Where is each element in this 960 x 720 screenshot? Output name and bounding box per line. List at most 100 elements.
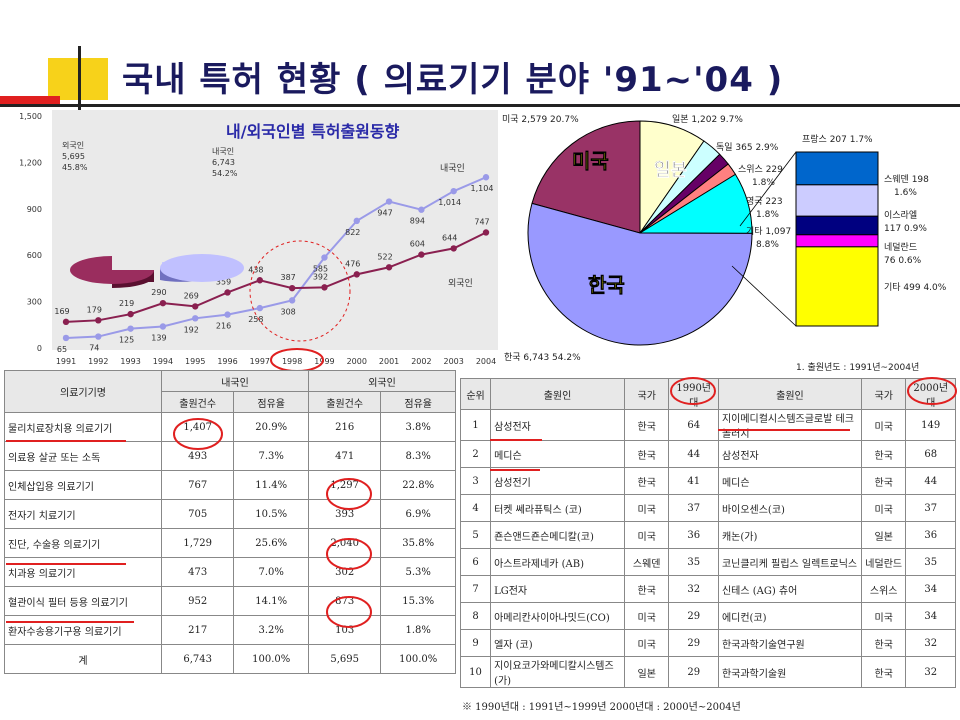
- bar-label-france: 프랑스 207 1.7%: [802, 133, 873, 145]
- data-label: 219: [119, 299, 134, 308]
- cell-f-share: 8.3%: [380, 441, 456, 471]
- table-row: 5 죤슨앤드죤슨메디칼(코) 미국 36 캐논(가) 일본 36: [459, 521, 956, 549]
- cell-d-share: 11.4%: [233, 470, 309, 500]
- mini-pie-foreign-pct: 45.8%: [62, 163, 88, 172]
- pie-big-korea: 한국: [588, 273, 625, 297]
- highlight-1998: [270, 348, 324, 370]
- data-point: [159, 299, 167, 307]
- cell-f-share: 5.3%: [380, 557, 456, 587]
- cell-n1: 35: [668, 548, 719, 576]
- cell-c2: 미국: [860, 494, 907, 522]
- th-applicant-1990: 출원인: [490, 378, 625, 410]
- th-applicant-2000: 출원인: [717, 378, 862, 410]
- data-label: 169: [54, 307, 69, 316]
- data-point: [62, 318, 70, 326]
- cell-name: 치과용 의료기기: [4, 557, 162, 587]
- cell-f-count: 873: [307, 586, 382, 616]
- data-label: 359: [216, 277, 231, 286]
- bar-segment: [795, 184, 879, 217]
- cell-rank: 7: [459, 575, 492, 603]
- cell-d-count: 1,407: [160, 412, 235, 442]
- cell-a2: 에디컨(코): [717, 602, 862, 630]
- table2-footnote: ※ 1990년대 : 1991년~1999년 2000년대 : 2000년~20…: [462, 702, 741, 713]
- y-tick-label: 300: [27, 298, 42, 307]
- cell-a2: 캐논(가): [717, 521, 862, 549]
- cell-f-count: 302: [307, 557, 382, 587]
- cell-a1: 삼성전기: [490, 467, 625, 495]
- cell-name: 전자기 치료기기: [4, 499, 162, 529]
- table-row: 1 삼성전자 한국 64 지이메디컬시스템즈글로발 테크놀러지 미국 149: [459, 409, 956, 441]
- data-label: 179: [87, 305, 102, 314]
- pie-slice: [531, 120, 641, 234]
- th-period-1990: 1990년대: [668, 378, 719, 410]
- cell-c1: 미국: [623, 629, 670, 657]
- connector-line: [731, 265, 797, 327]
- cell-n1: 29: [668, 656, 719, 688]
- cell-a1: LG전자: [490, 575, 625, 603]
- data-label: 585: [313, 265, 328, 274]
- data-point: [127, 325, 134, 332]
- mini-pie-domestic-value: 6,743: [212, 158, 235, 167]
- data-label: 65: [57, 345, 67, 354]
- table-row: 4 터켓 쎄라퓨틱스 (코) 미국 37 바이오센스(코) 미국 37: [459, 494, 956, 522]
- data-label: 522: [377, 252, 392, 261]
- data-label: 308: [281, 307, 296, 316]
- data-label: 139: [151, 334, 166, 343]
- line-chart-subtitle: 내/외국인별 특허출원동향: [226, 122, 400, 141]
- th-domestic-share: 점유율: [233, 391, 309, 413]
- y-tick-label: 900: [27, 205, 42, 214]
- cell-rank: 8: [459, 602, 492, 630]
- bar-label-others: 기타 499 4.0%: [884, 282, 947, 293]
- table-row: 의료용 살균 또는 소독 493 7.3% 471 8.3%: [4, 441, 456, 471]
- cell-rank: 10: [459, 656, 492, 688]
- page-title: 국내 특허 현황 ( 의료기기 분야 '91~'04 ): [122, 60, 784, 100]
- cell-a2: 신테스 (AG) 츄어: [717, 575, 862, 603]
- data-point: [192, 303, 199, 310]
- cell-f-count: 5,695: [307, 644, 382, 674]
- mini-pie-domestic-name: 내국인: [212, 146, 234, 156]
- bar-label-netherlands-pct: 76 0.6%: [884, 256, 922, 266]
- data-point: [353, 217, 360, 225]
- cell-a1: 엘자 (코): [490, 629, 625, 657]
- x-tick-label: 2001: [379, 357, 399, 366]
- cell-name: 계: [4, 644, 162, 674]
- x-tick-label: 1992: [88, 357, 108, 366]
- cell-c2: 한국: [860, 440, 907, 468]
- x-tick-label: 1995: [185, 357, 205, 366]
- x-tick-label: 1998: [282, 357, 302, 366]
- cell-c1: 미국: [623, 521, 670, 549]
- table-row: 계 6,743 100.0% 5,695 100.0%: [4, 644, 456, 674]
- cell-c2: 한국: [860, 656, 907, 688]
- y-tick-label: 0: [37, 344, 42, 353]
- title-decoration-red: [0, 96, 60, 106]
- data-label: 1,104: [471, 184, 494, 193]
- bar-label-israel-pct: 117 0.9%: [884, 224, 927, 234]
- data-point: [321, 284, 328, 291]
- mini-pie: [70, 254, 244, 288]
- mini-pie-foreign-name: 외국인: [62, 140, 84, 150]
- cell-d-share: 3.2%: [233, 615, 309, 645]
- data-point: [256, 277, 264, 284]
- cell-c1: 한국: [623, 467, 670, 495]
- cell-n1: 41: [668, 467, 719, 495]
- data-point: [385, 264, 393, 271]
- data-label: 192: [184, 325, 199, 334]
- table-row: 8 아메리칸사이아나밋드(CO) 미국 29 에디컨(코) 미국 34: [459, 602, 956, 630]
- th-foreign: 외국인: [307, 370, 457, 392]
- table-row: 환자수송용기구용 의료기기 217 3.2% 103 1.8%: [4, 615, 456, 645]
- cell-f-count: 393: [307, 499, 382, 529]
- th-foreign-count: 출원건수: [307, 391, 382, 413]
- data-point: [256, 304, 264, 312]
- cell-a1: 터켓 쎄라퓨틱스 (코): [490, 494, 625, 522]
- data-label: 604: [410, 240, 425, 249]
- cell-a2: 바이오센스(코): [717, 494, 862, 522]
- th-country-2000: 국가: [860, 378, 907, 410]
- bar-label-netherlands: 네덜란드: [884, 241, 917, 253]
- data-label: 258: [248, 315, 263, 324]
- series-line: [65, 231, 487, 323]
- cell-d-share: 7.0%: [233, 557, 309, 587]
- pie-label-korea: 한국 6,743 54.2%: [504, 352, 581, 363]
- series-label-foreign: 외국인: [448, 277, 473, 289]
- cell-name: 의료용 살균 또는 소독: [4, 441, 162, 471]
- cell-f-share: 22.8%: [380, 470, 456, 500]
